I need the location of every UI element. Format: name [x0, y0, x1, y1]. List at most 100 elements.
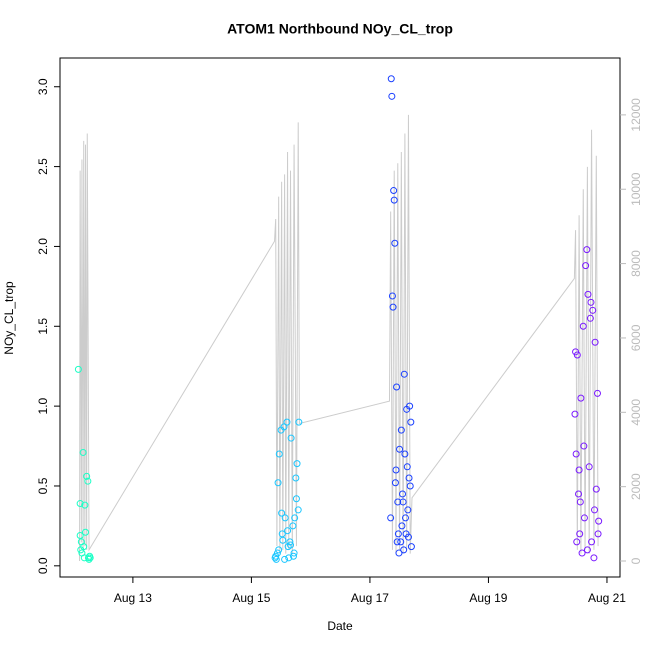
data-point	[400, 370, 408, 378]
data-point	[76, 531, 84, 539]
data-point	[575, 466, 583, 474]
data-point	[278, 509, 286, 517]
x-tick-label: Aug 21	[588, 591, 626, 605]
data-point	[291, 514, 299, 522]
data-point	[591, 338, 599, 346]
data-point	[287, 541, 295, 549]
data-point	[588, 538, 596, 546]
y-tick-label: 2.0	[36, 238, 50, 255]
data-point	[402, 530, 410, 538]
data-point	[407, 418, 415, 426]
y2-tick-label: 4000	[629, 399, 643, 426]
data-point	[272, 555, 280, 563]
data-point	[85, 555, 93, 563]
data-point	[590, 554, 598, 562]
data-point	[401, 514, 409, 522]
data-point	[289, 522, 297, 530]
y2-tick-label: 12000	[629, 98, 643, 132]
data-point	[294, 506, 302, 514]
data-point	[396, 445, 404, 453]
data-point	[77, 546, 85, 554]
data-point	[287, 434, 295, 442]
data-point	[580, 442, 588, 450]
data-point	[283, 418, 291, 426]
data-point	[576, 498, 584, 506]
data-point	[399, 498, 407, 506]
data-point	[388, 292, 396, 300]
y-tick-label: 0.0	[36, 557, 50, 574]
data-point	[406, 402, 414, 410]
data-point	[576, 530, 584, 538]
data-point	[390, 196, 398, 204]
data-point	[575, 490, 583, 498]
data-point	[275, 450, 283, 458]
data-point	[406, 482, 414, 490]
data-point	[388, 92, 396, 100]
y-tick-label: 1.0	[36, 397, 50, 414]
data-point	[403, 463, 411, 471]
y2-tick-label: 0	[629, 557, 643, 564]
data-point	[585, 463, 593, 471]
data-point	[582, 262, 590, 270]
data-point	[595, 517, 603, 525]
data-point	[573, 351, 581, 359]
data-point	[295, 418, 303, 426]
data-point	[587, 298, 595, 306]
data-point	[387, 514, 395, 522]
data-point	[289, 552, 297, 560]
data-point	[275, 546, 283, 554]
chart-title: ATOM1 Northbound NOy_CL_trop	[227, 21, 453, 37]
data-point	[578, 549, 586, 557]
x-tick-label: Aug 13	[114, 591, 152, 605]
data-point	[571, 410, 579, 418]
data-point	[389, 303, 397, 311]
y2-tick-label: 2000	[629, 473, 643, 500]
data-point	[81, 528, 89, 536]
data-point	[404, 506, 412, 514]
data-point	[394, 498, 402, 506]
plot-frame	[59, 57, 621, 578]
data-point	[398, 522, 406, 530]
y-tick-label: 3.0	[36, 78, 50, 95]
data-point	[390, 187, 398, 195]
data-point	[592, 485, 600, 493]
data-point	[583, 546, 591, 554]
data-point	[284, 527, 292, 535]
data-point	[397, 538, 405, 546]
data-point	[584, 290, 592, 298]
data-point	[393, 383, 401, 391]
data-point	[577, 394, 585, 402]
data-point	[290, 549, 298, 557]
data-point	[81, 501, 89, 509]
data-point	[586, 314, 594, 322]
data-point	[292, 495, 300, 503]
data-point	[593, 389, 601, 397]
data-point	[274, 479, 282, 487]
x-axis-label: Date	[327, 619, 353, 633]
data-point	[393, 538, 401, 546]
data-point	[80, 554, 88, 562]
y-axis-label: NOy_CL_trop	[2, 281, 16, 355]
data-point	[583, 246, 591, 254]
data-point	[573, 538, 581, 546]
altitude-line	[79, 114, 599, 562]
data-point	[293, 460, 301, 468]
y2-tick-label: 10000	[629, 172, 643, 206]
data-point	[405, 474, 413, 482]
data-point	[391, 479, 399, 487]
data-point	[279, 536, 287, 544]
x-tick-label: Aug 19	[469, 591, 507, 605]
data-point	[79, 448, 87, 456]
data-point	[572, 450, 580, 458]
data-point	[83, 472, 91, 480]
data-point	[387, 75, 395, 83]
data-point	[394, 530, 402, 538]
data-point	[76, 500, 84, 508]
data-point	[392, 466, 400, 474]
data-point	[286, 538, 294, 546]
data-point	[281, 555, 289, 563]
data-point	[580, 514, 588, 522]
data-point	[589, 306, 597, 314]
y2-tick-label: 8000	[629, 250, 643, 277]
